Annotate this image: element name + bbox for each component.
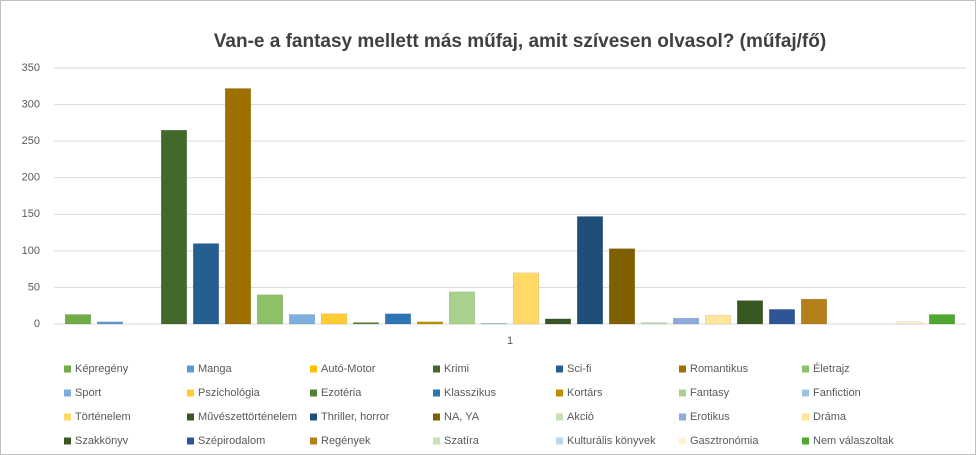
legend-swatch: [679, 365, 686, 373]
legend-label: Sci-fi: [567, 363, 591, 375]
legend-swatch: [433, 413, 440, 421]
bar: [224, 88, 252, 325]
y-tick-label: 150: [22, 208, 40, 220]
legend-label: Fanfiction: [813, 387, 861, 399]
legend-label: Dráma: [813, 411, 847, 423]
legend-swatch: [433, 389, 440, 397]
legend-label: Életrajz: [813, 362, 850, 375]
bar: [384, 313, 412, 325]
bar: [768, 309, 796, 325]
legend-label: Fantasy: [690, 387, 730, 399]
bar: [704, 314, 732, 325]
bar: [352, 322, 380, 325]
bar: [928, 314, 956, 325]
legend-label: Kulturális könyvek: [567, 435, 656, 447]
legend-label: Történelem: [75, 411, 131, 423]
legend-swatch: [802, 365, 809, 373]
x-tick-label: 1: [507, 335, 513, 347]
chart-title: Van-e a fantasy mellett más műfaj, amit …: [214, 31, 826, 52]
legend-swatch: [802, 437, 809, 445]
legend-label: Képregény: [75, 363, 129, 375]
legend-label: NA, YA: [444, 411, 480, 423]
legend-swatch: [679, 413, 686, 421]
legend-swatch: [802, 413, 809, 421]
legend-label: Akció: [567, 411, 594, 423]
legend-swatch: [310, 365, 317, 373]
legend-label: Nem válaszoltak: [813, 435, 894, 447]
legend-swatch: [433, 365, 440, 373]
legend-label: Szépirodalom: [198, 435, 265, 447]
legend-label: Gasztronómia: [690, 435, 759, 447]
bar: [320, 313, 348, 325]
legend-swatch: [64, 437, 71, 445]
bar: [288, 314, 316, 325]
legend-swatch: [556, 413, 563, 421]
bar: [672, 317, 700, 325]
bar: [96, 321, 124, 325]
legend-label: Erotikus: [690, 411, 730, 423]
legend-label: Kortárs: [567, 387, 603, 399]
bar: [544, 318, 572, 325]
legend-swatch: [187, 365, 194, 373]
y-tick-label: 250: [22, 135, 40, 147]
bar: [640, 322, 668, 325]
legend-label: Regények: [321, 435, 371, 447]
legend-label: Ezotéria: [321, 387, 362, 399]
bar: [256, 294, 284, 325]
legend-swatch: [556, 437, 563, 445]
legend-label: Manga: [198, 363, 233, 375]
legend-swatch: [187, 413, 194, 421]
bar: [448, 291, 476, 325]
legend-swatch: [310, 389, 317, 397]
bar: [160, 129, 188, 325]
y-tick-label: 0: [34, 318, 40, 330]
bar: [800, 298, 828, 325]
bar: [512, 272, 540, 325]
legend-swatch: [556, 365, 563, 373]
bar: [416, 321, 444, 325]
legend-label: Pszichológia: [198, 387, 261, 399]
bar: [896, 321, 924, 325]
y-tick-label: 100: [22, 245, 40, 257]
y-tick-label: 300: [22, 98, 40, 110]
legend-swatch: [187, 389, 194, 397]
legend-swatch: [802, 389, 809, 397]
bar: [192, 243, 220, 325]
y-tick-label: 200: [22, 172, 40, 184]
bar: [608, 248, 636, 325]
legend-label: Krimi: [444, 363, 469, 375]
legend-swatch: [679, 437, 686, 445]
legend-swatch: [556, 389, 563, 397]
bar: [64, 314, 92, 325]
legend-label: Sport: [75, 387, 101, 399]
legend-label: Szatíra: [444, 435, 480, 447]
legend-label: Autó-Motor: [321, 363, 376, 375]
legend-label: Művészettörténelem: [198, 411, 297, 423]
legend-label: Klasszikus: [444, 387, 496, 399]
legend-swatch: [187, 437, 194, 445]
legend-swatch: [64, 365, 71, 373]
legend-swatch: [64, 413, 71, 421]
legend-swatch: [679, 389, 686, 397]
bar: [480, 323, 508, 325]
legend-swatch: [310, 437, 317, 445]
legend-label: Thriller, horror: [321, 411, 390, 423]
legend-swatch: [64, 389, 71, 397]
legend-swatch: [310, 413, 317, 421]
y-tick-label: 50: [28, 281, 40, 293]
legend-label: Romantikus: [690, 363, 749, 375]
legend-swatch: [433, 437, 440, 445]
legend-label: Szakkönyv: [75, 435, 129, 447]
y-tick-label: 350: [22, 62, 40, 74]
bar: [576, 216, 604, 325]
bar: [736, 300, 764, 325]
